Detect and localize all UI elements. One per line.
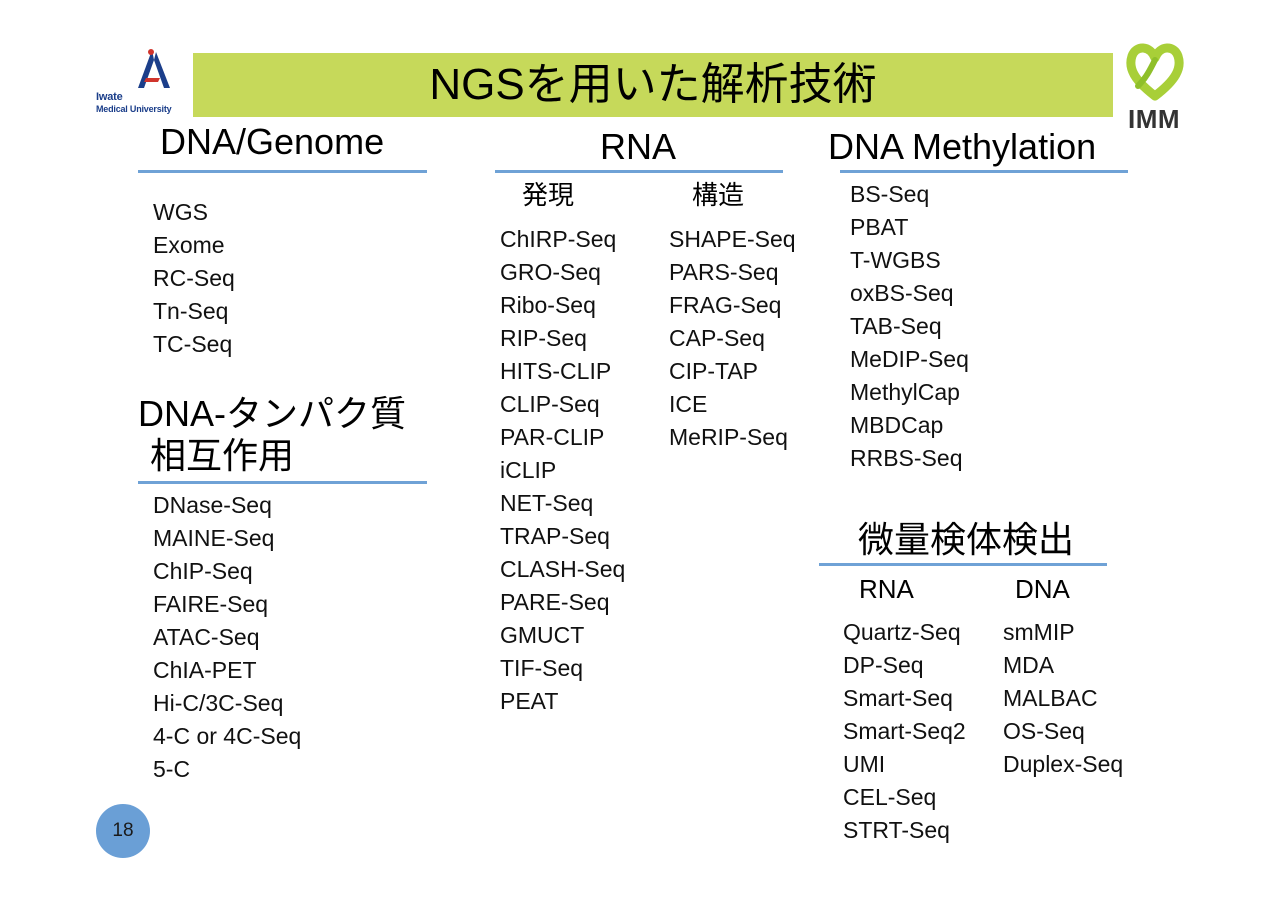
dna-protein-list: DNase-Seq MAINE-Seq ChIP-Seq FAIRE-Seq A… — [153, 489, 301, 786]
low-input-heading: 微量検体検出 — [858, 519, 1075, 560]
list-item: MeRIP-Seq — [669, 424, 788, 450]
list-item: T-WGBS — [850, 247, 941, 273]
list-item: DNase-Seq — [153, 492, 272, 518]
list-item: ChIRP-Seq — [500, 226, 617, 252]
list-item: ATAC-Seq — [153, 624, 260, 650]
list-item: STRT-Seq — [843, 817, 950, 843]
low-input-rna-list: Quartz-Seq DP-Seq Smart-Seq Smart-Seq2 U… — [843, 616, 966, 847]
logo-text-line1: Iwate — [96, 91, 123, 103]
university-emblem-icon — [138, 49, 170, 88]
logo-text-line2: Medical University — [96, 104, 172, 114]
list-item: TAB-Seq — [850, 313, 942, 339]
dna-methylation-underline — [840, 170, 1128, 173]
list-item: FRAG-Seq — [669, 292, 782, 318]
heart-ribbon-icon — [1126, 43, 1184, 101]
imm-logo: IMM — [1120, 40, 1190, 134]
list-item: PEAT — [500, 688, 559, 714]
list-item: Exome — [153, 232, 225, 258]
list-item: GMUCT — [500, 622, 585, 648]
list-item: CIP-TAP — [669, 358, 759, 384]
list-item: Hi-C/3C-Seq — [153, 690, 284, 716]
dna-methylation-list: BS-Seq PBAT T-WGBS oxBS-Seq TAB-Seq MeDI… — [850, 178, 969, 475]
dna-protein-underline — [138, 481, 427, 484]
list-item: RIP-Seq — [500, 325, 587, 351]
list-item: smMIP — [1003, 619, 1075, 645]
list-item: FAIRE-Seq — [153, 591, 269, 617]
list-item: SHAPE-Seq — [669, 226, 796, 252]
list-item: TRAP-Seq — [500, 523, 610, 549]
dna-protein-heading-line2: 相互作用 — [150, 435, 295, 476]
low-input-rna-label: RNA — [859, 574, 914, 604]
list-item: BS-Seq — [850, 181, 930, 207]
list-item: Smart-Seq2 — [843, 718, 966, 744]
list-item: oxBS-Seq — [850, 280, 954, 306]
list-item: CEL-Seq — [843, 784, 937, 810]
list-item: CLIP-Seq — [500, 391, 600, 417]
list-item: MDA — [1003, 652, 1055, 678]
imm-logo-text: IMM — [1128, 104, 1181, 134]
rna-expression-list: ChIRP-Seq GRO-Seq Ribo-Seq RIP-Seq HITS-… — [500, 223, 625, 718]
list-item: PBAT — [850, 214, 909, 240]
list-item: ChIP-Seq — [153, 558, 253, 584]
list-item: MAINE-Seq — [153, 525, 275, 551]
list-item: ChIA-PET — [153, 657, 257, 683]
list-item: TC-Seq — [153, 331, 233, 357]
low-input-dna-label: DNA — [1015, 574, 1070, 604]
dna-genome-heading: DNA/Genome — [160, 121, 385, 162]
list-item: PARS-Seq — [669, 259, 779, 285]
page-number-badge: 18 — [96, 804, 150, 858]
dna-genome-underline — [138, 170, 427, 173]
dna-genome-list: WGS Exome RC-Seq Tn-Seq TC-Seq — [153, 196, 235, 361]
list-item: RRBS-Seq — [850, 445, 963, 471]
list-item: TIF-Seq — [500, 655, 584, 681]
list-item: DP-Seq — [843, 652, 924, 678]
iwate-medical-university-logo: Iwate Medical University — [96, 48, 186, 118]
list-item: Tn-Seq — [153, 298, 229, 324]
list-item: CAP-Seq — [669, 325, 765, 351]
list-item: MeDIP-Seq — [850, 346, 969, 372]
low-input-underline — [819, 563, 1107, 566]
list-item: PARE-Seq — [500, 589, 610, 615]
list-item: Quartz-Seq — [843, 619, 961, 645]
list-item: PAR-CLIP — [500, 424, 605, 450]
list-item: Ribo-Seq — [500, 292, 596, 318]
list-item: OS-Seq — [1003, 718, 1085, 744]
rna-structure-list: SHAPE-Seq PARS-Seq FRAG-Seq CAP-Seq CIP-… — [669, 223, 796, 454]
list-item: MethylCap — [850, 379, 960, 405]
slide-title: NGSを用いた解析技術 — [429, 60, 877, 109]
list-item: RC-Seq — [153, 265, 235, 291]
rna-heading: RNA — [600, 126, 677, 167]
rna-expression-label: 発現 — [522, 180, 575, 210]
list-item: iCLIP — [500, 457, 557, 483]
list-item: 4-C or 4C-Seq — [153, 723, 302, 749]
list-item: UMI — [843, 751, 886, 777]
list-item: GRO-Seq — [500, 259, 601, 285]
list-item: NET-Seq — [500, 490, 594, 516]
rna-structure-label: 構造 — [692, 180, 745, 210]
list-item: MBDCap — [850, 412, 944, 438]
dna-protein-heading-line1: DNA-タンパク質 — [138, 393, 406, 434]
low-input-dna-list: smMIP MDA MALBAC OS-Seq Duplex-Seq — [1003, 616, 1123, 781]
list-item: CLASH-Seq — [500, 556, 626, 582]
dna-methylation-heading: DNA Methylation — [828, 126, 1097, 167]
list-item: Duplex-Seq — [1003, 751, 1124, 777]
list-item: 5-C — [153, 756, 191, 782]
list-item: HITS-CLIP — [500, 358, 612, 384]
rna-underline — [495, 170, 783, 173]
list-item: Smart-Seq — [843, 685, 953, 711]
title-bar: NGSを用いた解析技術 — [193, 53, 1113, 117]
list-item: WGS — [153, 199, 208, 225]
list-item: ICE — [669, 391, 708, 417]
list-item: MALBAC — [1003, 685, 1098, 711]
